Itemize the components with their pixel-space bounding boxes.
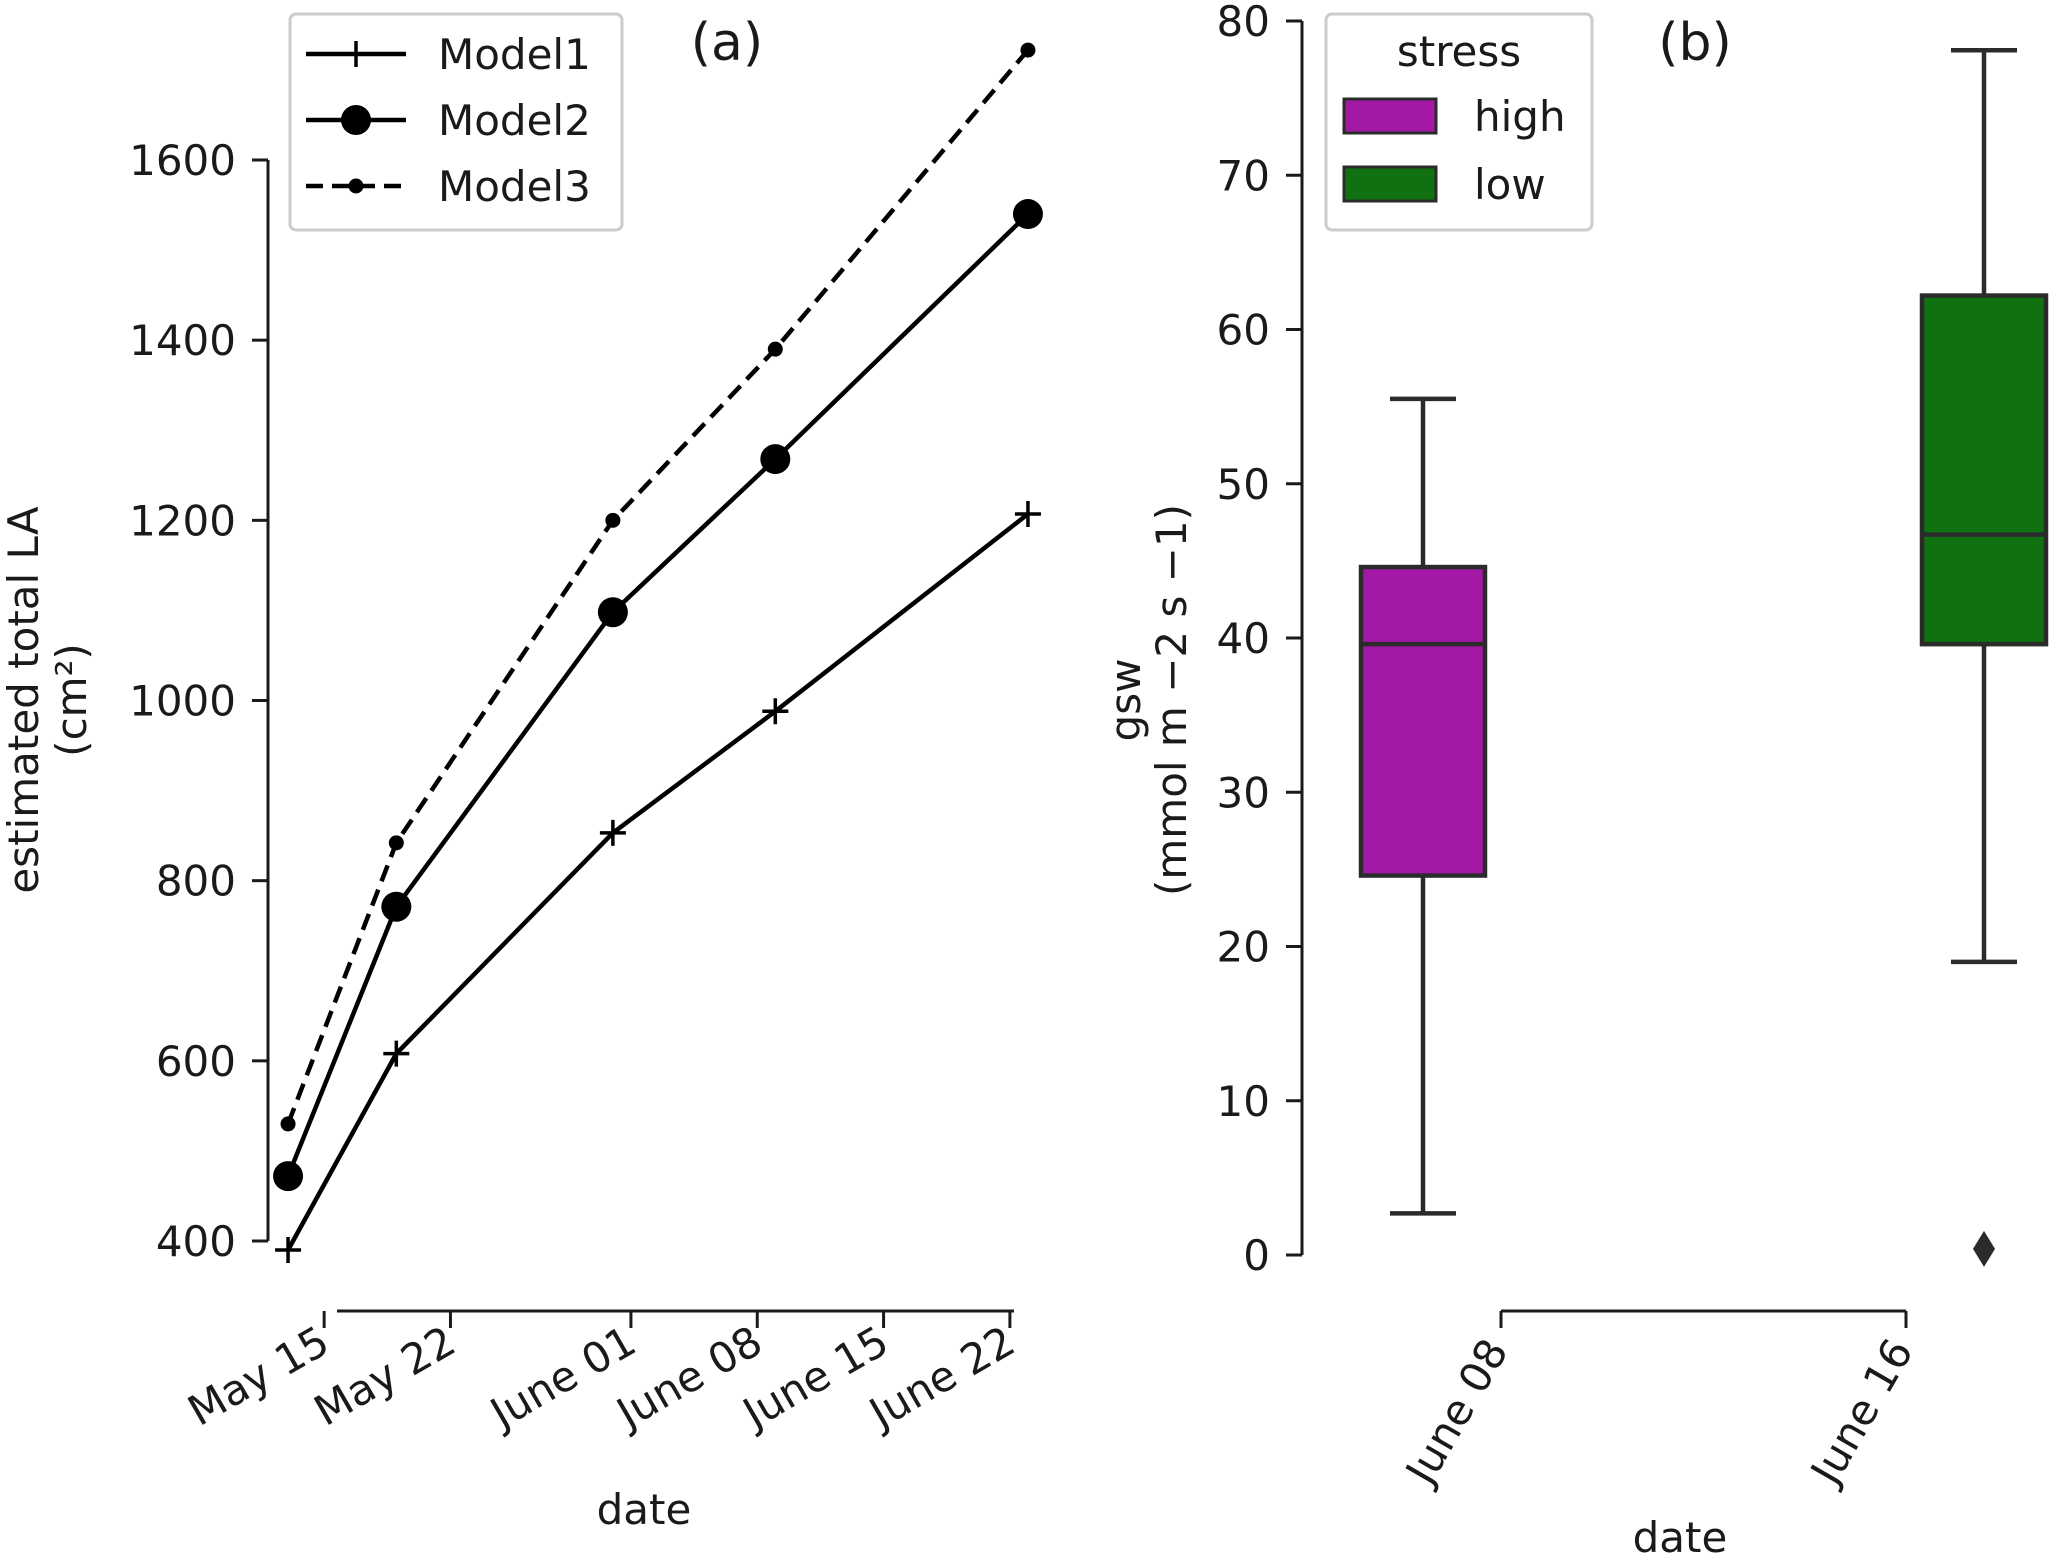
panel-b-y-tick-label: 50 <box>1217 460 1270 509</box>
legend-model2-label: Model2 <box>438 96 591 145</box>
panel-a-y-tick-label: 400 <box>156 1217 236 1266</box>
box-high-iqr <box>1358 564 1488 878</box>
panel-b-boxes <box>1358 48 2049 1267</box>
panel-a-y-tick-label: 1000 <box>129 677 236 726</box>
panel-a-y-tick-label: 1200 <box>129 496 236 545</box>
panel-b-y-tick-label: 30 <box>1217 768 1270 817</box>
box-low-iqr <box>1919 293 2049 647</box>
series-model2-point <box>1012 199 1043 230</box>
series-model2-point <box>273 1161 304 1192</box>
panel-b-x-tick-label: June 16 <box>1800 1331 1923 1495</box>
series-model3-point <box>605 512 621 528</box>
panel-b-y-tick-label: 40 <box>1217 614 1270 663</box>
legend-low-swatch <box>1342 165 1438 203</box>
series-model1-line <box>286 512 1030 1252</box>
panel-a-x-tick-label: May 22 <box>306 1316 464 1435</box>
panel-b-y-tick-label: 70 <box>1217 151 1270 200</box>
series-model3-point <box>388 835 404 851</box>
box-low-outlier <box>1973 1230 1995 1267</box>
legend-model2-marker <box>341 105 371 135</box>
panel-a-label: (a) <box>691 13 763 73</box>
panel-a-y-tick-label: 1600 <box>129 136 236 185</box>
series-model2-point <box>597 597 628 628</box>
legend-low-label: low <box>1474 160 1546 209</box>
panel-a-legend: Model1 Model2 Model3 <box>288 12 624 232</box>
series-model2-line <box>285 212 1030 1177</box>
panel-a-x-tick-label: June 15 <box>732 1316 896 1439</box>
legend-model3-marker <box>348 178 364 194</box>
panel-b-y-tick-label: 10 <box>1217 1077 1270 1126</box>
series-model2-point <box>381 891 412 922</box>
panel-b-box-chart: 0 10 20 30 40 50 60 70 80 June 08 June 16 (b) dat… <box>1101 0 2049 1554</box>
panel-a-x-axis-label: date <box>597 1485 692 1534</box>
panel-b-y-tick-label: 80 <box>1217 0 1270 46</box>
panel-b-x-tick-label: June 08 <box>1395 1331 1518 1495</box>
legend-high-label: high <box>1474 92 1566 141</box>
panel-b-label: (b) <box>1658 13 1732 73</box>
panel-a-x-tick-label: June 22 <box>859 1316 1023 1439</box>
panel-a-y-ticks: 400 600 800 1000 1200 1400 1600 <box>129 136 268 1266</box>
panel-a-y-axis-unit: (cm²) <box>47 643 96 757</box>
panel-b-legend: stress high low <box>1324 12 1594 232</box>
panel-b-y-ticks: 0 10 20 30 40 50 60 70 80 <box>1217 0 1302 1280</box>
series-model1-point <box>1014 501 1041 528</box>
panel-b-x-ticks: June 08 June 16 <box>1395 1311 1923 1495</box>
series-model1-point <box>599 819 626 846</box>
series-model3-point <box>1020 42 1036 58</box>
panel-a-y-tick-label: 1400 <box>129 316 236 365</box>
panel-b-y-tick-label: 0 <box>1243 1231 1270 1280</box>
panel-a-x-tick-label: June 08 <box>606 1316 770 1439</box>
legend-high-swatch <box>1342 97 1438 135</box>
panel-b-y-tick-label: 20 <box>1217 923 1270 972</box>
panel-b-y-axis-unit: (mmol m −2 s −1) <box>1147 504 1196 896</box>
panel-a-y-axis-label: estimated total LA <box>0 506 48 894</box>
legend-model1-label: Model1 <box>438 30 591 79</box>
series-model1-point <box>275 1237 302 1264</box>
series-model1-point <box>383 1040 410 1067</box>
panel-a-legend-frame <box>288 12 624 232</box>
panel-b-legend-title: stress <box>1397 27 1521 76</box>
panel-b-x-axis-label: date <box>1633 1513 1728 1554</box>
panel-b-y-tick-label: 60 <box>1217 306 1270 355</box>
series-model1-point <box>762 698 789 725</box>
panel-a-y-tick-label: 800 <box>156 857 236 906</box>
panel-a-series <box>273 42 1043 1264</box>
legend-model1-marker <box>343 41 369 67</box>
series-model2-point <box>760 444 791 475</box>
series-model3-point <box>767 341 783 357</box>
panel-a-x-tick-label: May 15 <box>180 1316 338 1435</box>
series-model3-point <box>280 1116 296 1132</box>
panel-a-y-tick-label: 600 <box>156 1037 236 1086</box>
legend-model3-label: Model3 <box>438 162 591 211</box>
panel-a-x-tick-label: June 01 <box>480 1316 644 1439</box>
panel-b-y-axis-label: gsw <box>1101 659 1150 742</box>
